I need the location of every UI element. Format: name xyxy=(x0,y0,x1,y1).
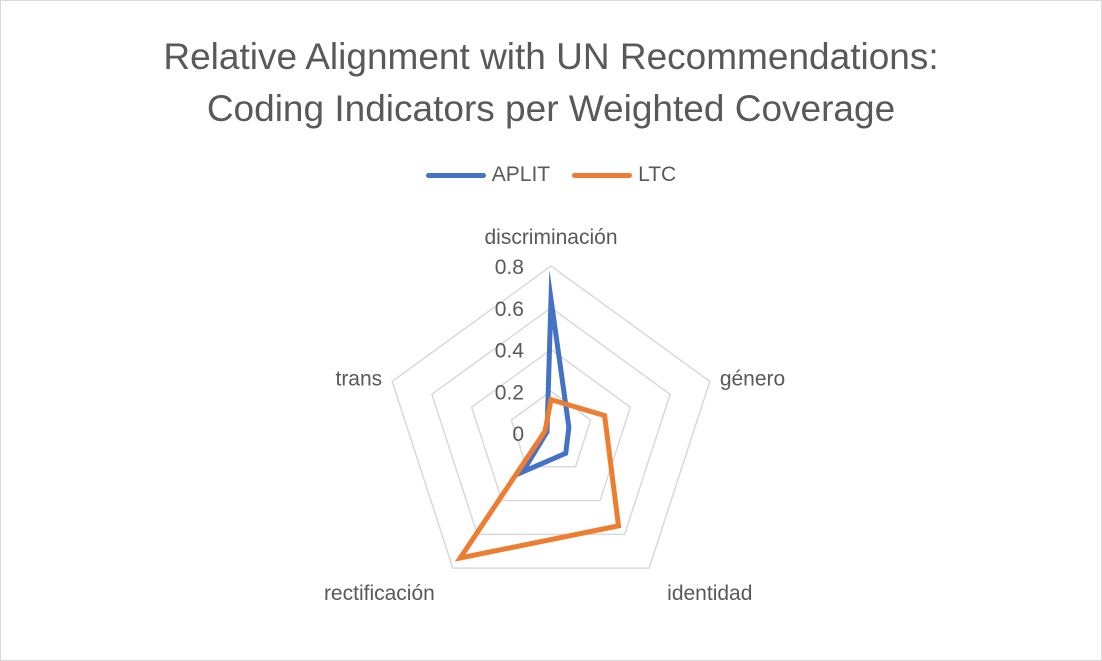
category-label-identidad: identidad xyxy=(667,582,752,605)
category-label-rectificacion: rectificación xyxy=(324,582,435,605)
category-label-trans: trans xyxy=(335,367,382,390)
category-label-discriminacion: discriminación xyxy=(484,226,617,249)
radar-series xyxy=(454,269,622,562)
tick-label-0: 0 xyxy=(512,423,524,446)
chart-title-line-1: Relative Alignment with UN Recommendatio… xyxy=(163,36,939,77)
legend-item-ltc: LTC xyxy=(572,163,676,187)
tick-label-2: 0.4 xyxy=(495,340,525,363)
legend-swatch-aplit xyxy=(425,172,486,178)
chart-title-line-2: Coding Indicators per Weighted Coverage xyxy=(206,88,896,129)
grid-ring-3 xyxy=(430,306,672,536)
legend-label-aplit: APLIT xyxy=(491,163,551,186)
series-line-aplit xyxy=(516,269,572,478)
category-label-genero: género xyxy=(720,367,785,390)
chart-title: Relative Alignment with UN Recommendatio… xyxy=(1,31,1101,135)
grid-ring-1 xyxy=(510,390,592,468)
tick-label-4: 0.8 xyxy=(495,256,524,279)
legend-swatch-ltc xyxy=(572,172,633,178)
legend: APLIT LTC xyxy=(1,163,1101,187)
grid-ring-4 xyxy=(391,265,711,569)
radar-labels: 0 0.2 0.4 0.6 0.8 discriminación género identid… xyxy=(324,226,785,605)
radar-grid xyxy=(391,265,711,569)
series-line-ltc xyxy=(454,396,622,562)
tick-label-3: 0.6 xyxy=(495,298,524,321)
legend-item-aplit: APLIT xyxy=(425,163,551,187)
tick-label-1: 0.2 xyxy=(495,381,524,404)
legend-label-ltc: LTC xyxy=(638,163,677,186)
grid-ring-2 xyxy=(470,348,632,502)
